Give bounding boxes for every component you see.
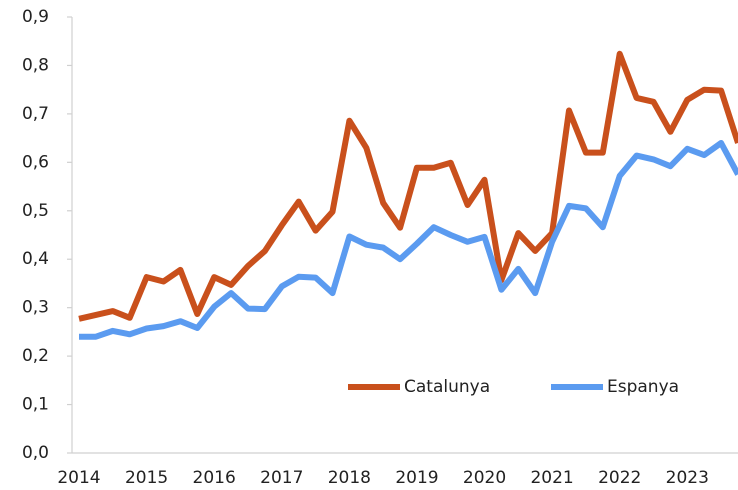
line [79,140,738,340]
y-tick-label: 0,0 [22,443,49,463]
legend-label: Espanya [607,377,679,397]
y-tick-label: 0,6 [22,152,49,172]
y-tick-label: 0,7 [22,104,49,124]
legend-label: Catalunya [404,377,490,397]
y-tick-label: 0,1 [22,395,49,415]
x-tick-label: 2017 [260,468,303,488]
y-tick-label: 0,8 [22,55,49,75]
x-tick-label: 2018 [328,468,371,488]
x-tick-label: 2021 [530,468,573,488]
x-tick-label: 2016 [193,468,236,488]
y-tick-label: 0,2 [22,346,49,366]
y-tick-label: 0,9 [22,7,49,27]
y-tick-label: 0,5 [22,201,49,221]
x-tick-label: 2022 [598,468,641,488]
x-tick-label: 2020 [463,468,506,488]
x-tick-label: 2015 [125,468,168,488]
y-tick-label: 0,4 [22,249,49,269]
x-tick-label: 2023 [666,468,709,488]
line [78,50,738,322]
y-tick-label: 0,3 [22,298,49,318]
x-tick-label: 2014 [57,468,100,488]
x-tick-label: 2019 [395,468,438,488]
